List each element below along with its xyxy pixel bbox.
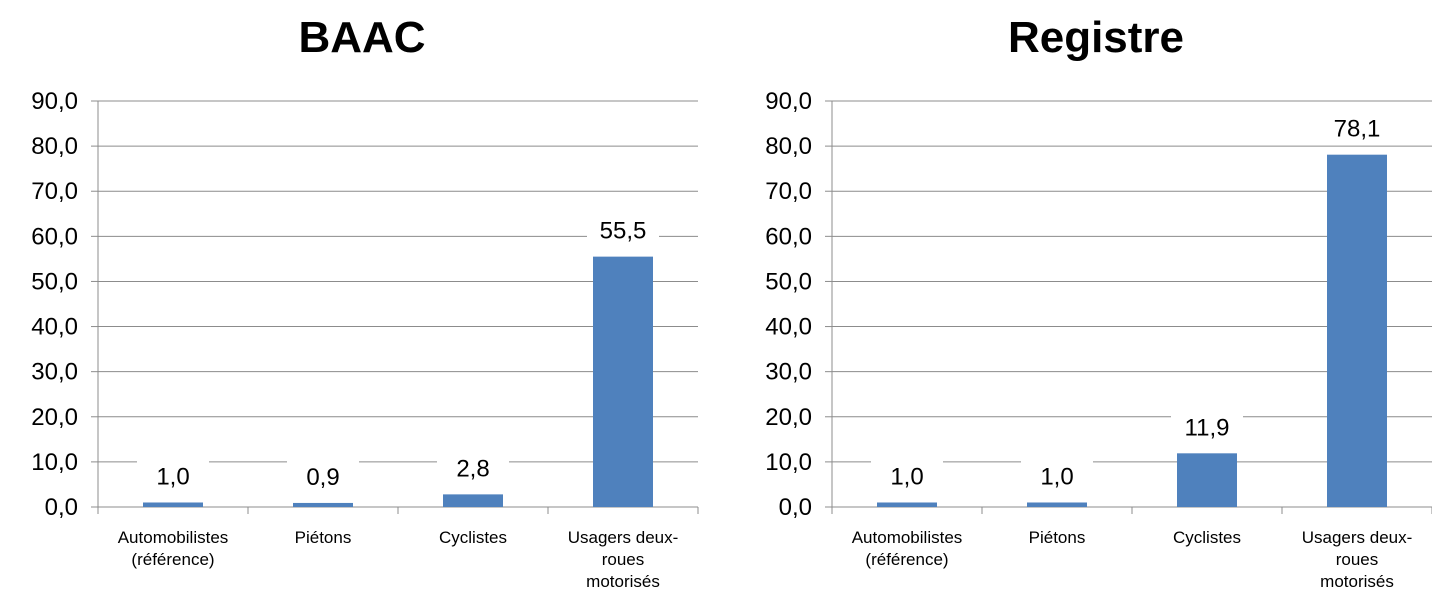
bar xyxy=(143,502,203,507)
x-tick-label-line: Usagers deux- xyxy=(1302,528,1413,547)
bar xyxy=(293,502,353,507)
y-tick-label: 40,0 xyxy=(31,314,78,341)
bar xyxy=(877,502,937,507)
x-tick-label-line: roues xyxy=(602,550,645,569)
y-tick-label: 30,0 xyxy=(765,359,812,386)
data-label: 1,0 xyxy=(890,463,923,490)
bar xyxy=(443,494,503,507)
data-label: 1,0 xyxy=(156,463,189,490)
bar xyxy=(1177,453,1237,507)
x-tick-label-line: roues xyxy=(1336,550,1379,569)
data-label: 2,8 xyxy=(456,455,489,482)
y-tick-label: 80,0 xyxy=(31,133,78,160)
x-tick-label-line: Piétons xyxy=(295,528,352,547)
x-tick-label-line: Cyclistes xyxy=(1173,528,1241,547)
y-tick-label: 0,0 xyxy=(45,494,78,521)
x-tick-label: Usagers deux-roues motorisés xyxy=(568,528,679,591)
bar xyxy=(1027,502,1087,507)
y-tick-label: 0,0 xyxy=(779,494,812,521)
y-tick-label: 10,0 xyxy=(31,449,78,476)
y-tick-label: 70,0 xyxy=(31,178,78,205)
y-tick-label: 20,0 xyxy=(31,404,78,431)
x-tick-label-line: Automobilistes xyxy=(118,528,229,547)
chart-title: BAAC xyxy=(298,13,425,62)
data-label-bg xyxy=(1171,411,1243,442)
y-tick-label: 30,0 xyxy=(31,359,78,386)
data-label-bg xyxy=(137,460,209,491)
x-tick-label: Automobilistes (référence) xyxy=(852,528,963,569)
y-tick-label: 50,0 xyxy=(31,268,78,295)
x-tick-label-line: motorisés xyxy=(586,572,660,591)
bar xyxy=(593,256,653,507)
y-tick-label: 10,0 xyxy=(765,449,812,476)
y-tick-label: 70,0 xyxy=(765,178,812,205)
y-tick-label: 20,0 xyxy=(765,404,812,431)
x-tick-label: Piétons xyxy=(1029,528,1086,547)
x-tick-label-line: (référence) xyxy=(865,550,948,569)
data-label: 78,1 xyxy=(1334,116,1381,143)
x-tick-label: Cyclistes xyxy=(439,528,507,547)
x-tick-label-line: Usagers deux- xyxy=(568,528,679,547)
x-tick-label-line: Automobilistes xyxy=(852,528,963,547)
data-label-bg xyxy=(1021,460,1093,491)
x-tick-label: Automobilistes (référence) xyxy=(118,528,229,569)
data-label: 11,9 xyxy=(1185,414,1230,441)
x-tick-label: Piétons xyxy=(295,528,352,547)
y-tick-label: 60,0 xyxy=(31,223,78,250)
y-tick-label: 80,0 xyxy=(765,133,812,160)
data-label: 55,5 xyxy=(600,218,647,245)
y-tick-label: 90,0 xyxy=(765,88,812,115)
chart-2: Registre 0,0 10,0 20,0 30,0 40,0 50,0 60,0 70,0 8… xyxy=(765,13,1432,591)
bar xyxy=(1327,154,1387,507)
y-tick-label: 40,0 xyxy=(765,314,812,341)
y-tick-label: 90,0 xyxy=(31,88,78,115)
data-label-bg xyxy=(587,214,659,245)
chart-title: Registre xyxy=(1008,13,1184,62)
x-tick-label-line: motorisés xyxy=(1320,572,1394,591)
data-label-bg xyxy=(1321,112,1393,143)
y-tick-label: 60,0 xyxy=(765,223,812,250)
x-tick-label: Cyclistes xyxy=(1173,528,1241,547)
data-label: 0,9 xyxy=(306,464,339,491)
y-tick-label: 50,0 xyxy=(765,268,812,295)
data-label-bg xyxy=(871,460,943,491)
x-tick-label-line: (référence) xyxy=(131,550,214,569)
data-label-bg xyxy=(287,460,359,491)
x-tick-label: Usagers deux-roues motorisés xyxy=(1302,528,1413,591)
x-tick-label-line: Piétons xyxy=(1029,528,1086,547)
data-label: 1,0 xyxy=(1040,463,1073,490)
data-label-bg xyxy=(437,452,509,483)
chart-1: BAAC 0,0 10,0 20,0 30,0 40,0 50,0 60,0 70,0 80,0 9… xyxy=(31,13,699,591)
x-tick-label-line: Cyclistes xyxy=(439,528,507,547)
